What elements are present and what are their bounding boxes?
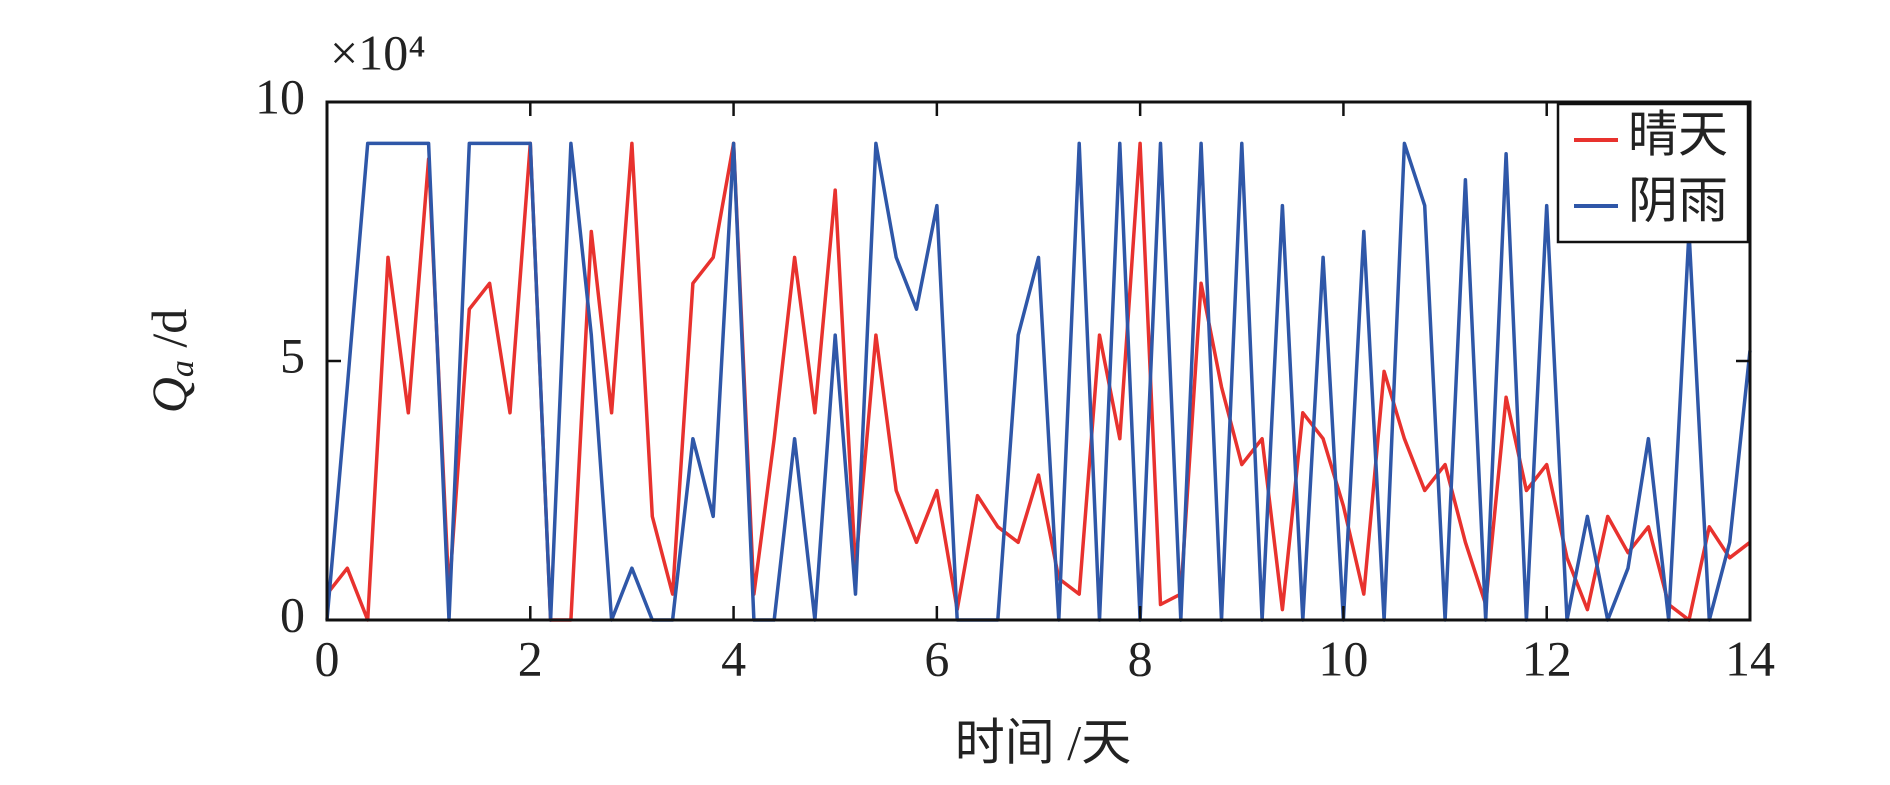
legend-label: 阴雨: [1628, 172, 1728, 228]
x-tick-label: 2: [518, 630, 543, 686]
x-tick-label: 0: [315, 630, 340, 686]
y-tick-label: 0: [280, 586, 305, 642]
series-line: [325, 141, 1752, 622]
y-tick-label: 10: [255, 68, 305, 124]
y-label-subscript: a: [164, 360, 201, 377]
y-label-unit: /d: [141, 309, 197, 360]
y-label-symbol: Q: [141, 377, 197, 413]
legend-box: [1556, 102, 1750, 244]
x-tick-label: 4: [721, 630, 746, 686]
y-multiplier: ×10⁴: [330, 24, 426, 80]
x-tick-label: 10: [1318, 630, 1368, 686]
x-tick-label: 14: [1725, 630, 1775, 686]
x-axis-label: 时间 /天: [955, 714, 1131, 770]
y-tick-label: 5: [280, 327, 305, 383]
y-axis-label: Qa /d: [141, 309, 200, 414]
legend-label: 晴天: [1628, 106, 1728, 162]
x-tick-label: 12: [1522, 630, 1572, 686]
x-tick-label: 6: [924, 630, 949, 686]
x-tick-label: 8: [1128, 630, 1153, 686]
